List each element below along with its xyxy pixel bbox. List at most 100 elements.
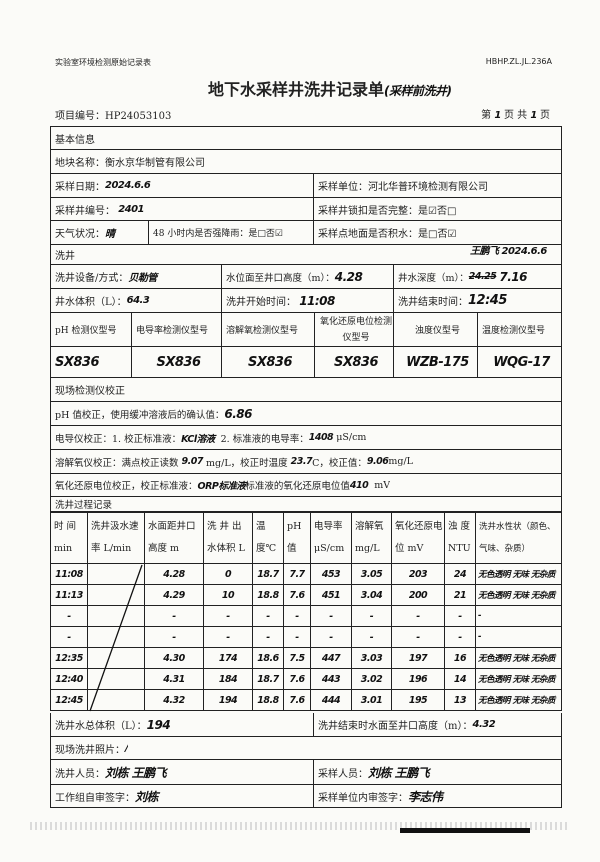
process-section-header: 洗井过程记录: [50, 497, 562, 512]
process-cell: -: [144, 605, 204, 627]
staff-row: 洗井人员： 刘栋 王鹏飞 采样人员： 刘栋 王鹏飞: [50, 760, 562, 785]
instrument-header: 电导率检测仪型号: [132, 313, 222, 346]
process-cell: 13: [444, 689, 476, 711]
process-cell: -: [351, 626, 392, 648]
page-title: 地下水采样井洗井记录单(采样前洗井): [208, 76, 452, 100]
process-cell: -: [475, 626, 562, 648]
section-title: 洗井: [55, 251, 75, 262]
process-cell: 10: [203, 584, 253, 606]
process-cell: -: [50, 605, 88, 627]
process-row: 12:35 4.30 174 18.6 7.5 447 3.03 197 16 无色透明 无味 无…: [50, 647, 562, 669]
self-review-label: 工作组自审签字：: [55, 792, 135, 804]
process-cell: 18.7: [252, 563, 284, 585]
end-level: 洗井结束时水面至井口高度（m）： 4.32: [314, 713, 561, 736]
instrument-value: SX836: [51, 347, 132, 377]
equipment-value: 贝勒管: [128, 273, 157, 284]
instrument-value: WQG-17: [493, 354, 550, 370]
section-title: 洗井过程记录: [55, 500, 113, 511]
sampling-unit: 采样单位：河北华普环境检测有限公司: [318, 182, 488, 193]
process-row: ----------: [50, 626, 562, 648]
rate-column-slash: [89, 564, 143, 712]
water-level-value: 4.28: [334, 269, 363, 284]
process-cell: 3.04: [351, 584, 392, 606]
instrument-header: 温度检测仪型号: [482, 326, 546, 336]
process-cell: 12:45: [50, 689, 88, 711]
process-cell: -: [391, 626, 445, 648]
orp-label-2: 标准液的氧化还原电位值: [245, 481, 350, 492]
date-value: 2024.6.6: [105, 180, 151, 191]
total-row: 洗井水总体积（L）： 194 洗井结束时水面至井口高度（m）： 4.32: [50, 713, 562, 737]
ponding-check: 采样点地面是否积水：是□否☑: [318, 229, 457, 240]
volume-value: 64.3: [126, 295, 150, 306]
instrument-value: WZB-175: [394, 347, 478, 377]
total-volume: 洗井水总体积（L）： 194: [51, 713, 314, 736]
do-temp: 23.7: [290, 456, 313, 467]
process-cell: -: [283, 626, 311, 648]
water-level: 水位面至井口高度（m）： 4.28: [222, 265, 394, 288]
title-text: 地下水采样井洗井记录单: [208, 80, 385, 99]
process-cell: 194: [203, 689, 253, 711]
washer-signature: 刘栋 王鹏飞: [105, 765, 167, 780]
process-cell: 11:13: [50, 584, 88, 606]
process-cell: 11:08: [50, 563, 88, 585]
self-review: 工作组自审签字： 刘栋: [51, 785, 314, 807]
photo: 现场洗井照片： /: [51, 737, 128, 759]
process-cell: 16: [444, 647, 476, 669]
do-text: 溶解氧仪校正：满点校正读数 9.07 mg/L，校正时温度 23.7 C，校正值：…: [51, 450, 413, 473]
washer-label: 洗井人员：: [55, 768, 105, 780]
process-header-cell: 时 间 min: [50, 512, 88, 564]
process-cell: -: [310, 626, 352, 648]
do-label-3: C，校正值：: [312, 457, 367, 469]
do-reading: 9.07: [181, 456, 204, 467]
process-cell: 3.01: [351, 689, 392, 711]
equipment: 洗井设备/方式： 贝勒管: [51, 265, 222, 288]
photo-row: 现场洗井照片： /: [50, 737, 562, 760]
process-cell: 7.6: [283, 689, 311, 711]
process-cell: 447: [310, 647, 352, 669]
process-cell: 4.30: [144, 647, 204, 669]
process-cell: 203: [391, 563, 445, 585]
equipment-label: 洗井设备/方式：: [55, 273, 129, 284]
process-cell: 无色透明 无味 无杂质: [475, 563, 562, 585]
process-cell: 24: [444, 563, 476, 585]
ph-value: 6.86: [224, 406, 252, 421]
process-header-cell: 水面距井口高度 m: [144, 512, 204, 564]
do-value: 9.06: [366, 456, 389, 467]
section-title: 现场检测仪校正: [55, 386, 125, 397]
cond-unit: μS/cm: [336, 432, 367, 443]
weather: 天气状况：晴: [51, 221, 149, 244]
basic-section-header: 基本信息: [50, 126, 562, 150]
process-cell: 18.6: [252, 647, 284, 669]
process-cell: 444: [310, 689, 352, 711]
process-cell: 184: [203, 668, 253, 690]
process-cell: 195: [391, 689, 445, 711]
process-cell: 174: [203, 647, 253, 669]
process-row: 12:40 4.31 184 18.7 7.6 443 3.02 196 14 无色透明 无味 无…: [50, 668, 562, 690]
review-row: 工作组自审签字： 刘栋 采样单位内审签字： 李志伟: [50, 785, 562, 808]
wash-section-header: 洗井: [50, 245, 562, 265]
site-name: 地块名称：衡水京华制管有限公司: [55, 158, 205, 169]
process-cell: -: [252, 626, 284, 648]
process-header-cell: 洗 井 出 水体积 L: [203, 512, 253, 564]
end-label: 洗井结束时间：: [398, 297, 468, 308]
process-cell: 3.03: [351, 647, 392, 669]
internal-review-label: 采样单位内审签字：: [318, 792, 408, 804]
self-review-signature: 刘栋: [135, 789, 159, 804]
process-cell: 18.7: [252, 668, 284, 690]
volume-label: 井水体积（L）：: [55, 297, 127, 308]
process-header-cell: pH 值: [283, 512, 311, 564]
process-header-cell: 电导率 μS/cm: [310, 512, 352, 564]
process-cell: 18.8: [252, 689, 284, 711]
page-total: 1: [530, 110, 537, 121]
end-time: 洗井结束时间： 12:45: [394, 289, 561, 312]
process-cell: 无色透明 无味 无杂质: [475, 668, 562, 690]
calibration-section-header: 现场检测仪校正: [50, 378, 562, 402]
process-cell: 12:40: [50, 668, 88, 690]
instrument-header: 溶解氧检测仪型号: [222, 313, 315, 346]
cond-label-2: 2. 标准液的电导率：: [220, 433, 309, 445]
start-label: 洗井开始时间：: [226, 297, 296, 308]
instrument-value: SX836: [315, 347, 394, 377]
instrument-header-row: pH 检测仪型号 电导率检测仪型号 溶解氧检测仪型号 氧化还原电位检测仪型号 浊…: [50, 313, 562, 347]
